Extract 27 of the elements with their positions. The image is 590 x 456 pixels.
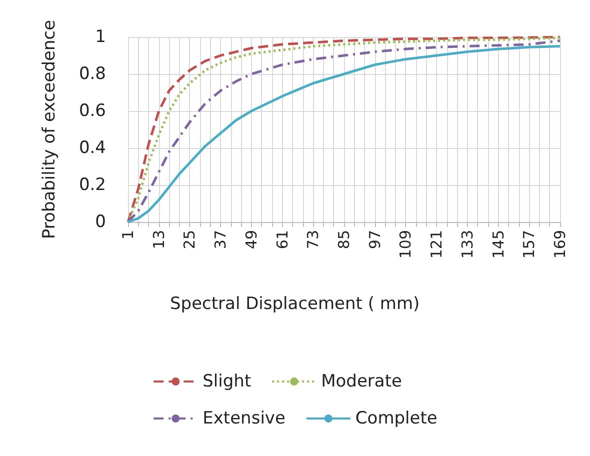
x-tick-label: 169 [551, 230, 569, 259]
x-tick-label: 37 [212, 230, 230, 250]
legend-label: Complete [355, 408, 438, 428]
x-tick-label: 97 [366, 230, 384, 250]
x-tick-label: 121 [428, 230, 446, 259]
legend-label: Slight [202, 372, 252, 392]
x-tick-label: 133 [458, 230, 476, 259]
y-tick-label: 0.8 [78, 64, 106, 84]
x-tick-label: 145 [489, 230, 508, 259]
x-tick-label: 49 [242, 230, 260, 250]
x-tick-label: 13 [150, 230, 168, 250]
x-axis-title: Spectral Displacement ( mm) [170, 294, 420, 314]
x-tick-label: 73 [304, 230, 322, 250]
x-tick-label: 85 [335, 230, 353, 250]
x-tick-label: 1 [119, 230, 137, 240]
y-tick-label: 0.2 [78, 175, 106, 195]
legend-label: Extensive [202, 408, 286, 428]
x-tick-label: 61 [273, 230, 292, 250]
x-tick-label: 157 [520, 230, 538, 259]
y-tick-label: 0.4 [78, 138, 106, 158]
x-tick-label: 25 [180, 230, 199, 250]
legend-label: Moderate [321, 372, 402, 392]
y-axis-title: Probability of exceedence [40, 20, 60, 240]
y-tick-label: 0 [95, 212, 106, 232]
x-tick-label: 109 [396, 230, 415, 259]
y-tick-label: 1 [95, 27, 106, 47]
y-tick-label: 0.6 [78, 101, 106, 121]
